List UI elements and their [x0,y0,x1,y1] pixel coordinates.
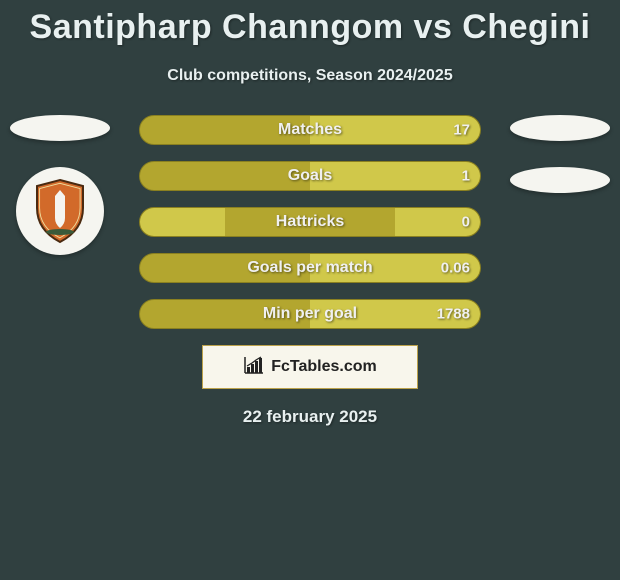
stat-row: Min per goal 1788 [139,299,481,329]
comparison-content: Matches 17 Goals 1 Hattricks 0 Goals per… [0,115,620,427]
branding-text: FcTables.com [271,358,377,376]
player-left-placeholder [10,115,110,141]
page-title: Santipharp Channgom vs Chegini [0,0,620,47]
stat-row: Goals 1 [139,161,481,191]
stat-label: Matches [278,121,342,139]
stat-row: Matches 17 [139,115,481,145]
stat-left-fill [140,208,225,236]
stat-label: Goals per match [247,259,372,277]
stat-right-value: 1788 [437,306,470,323]
date-text: 22 february 2025 [0,407,620,427]
stat-right-value: 1 [462,168,470,185]
player-right-placeholder [510,115,610,141]
stat-right-value: 0.06 [441,260,470,277]
stat-right-fill [310,162,480,190]
stat-row: Goals per match 0.06 [139,253,481,283]
shield-icon [33,178,87,244]
chart-icon [243,355,265,380]
stat-label: Hattricks [276,213,344,231]
stat-right-value: 17 [453,122,470,139]
stat-row: Hattricks 0 [139,207,481,237]
stat-bars: Matches 17 Goals 1 Hattricks 0 Goals per… [139,115,481,329]
club-left-badge [16,167,104,255]
club-right-placeholder [510,167,610,193]
branding-box: FcTables.com [202,345,418,389]
stat-label: Goals [288,167,332,185]
stat-right-value: 0 [462,214,470,231]
page-subtitle: Club competitions, Season 2024/2025 [0,67,620,85]
stat-label: Min per goal [263,305,357,323]
